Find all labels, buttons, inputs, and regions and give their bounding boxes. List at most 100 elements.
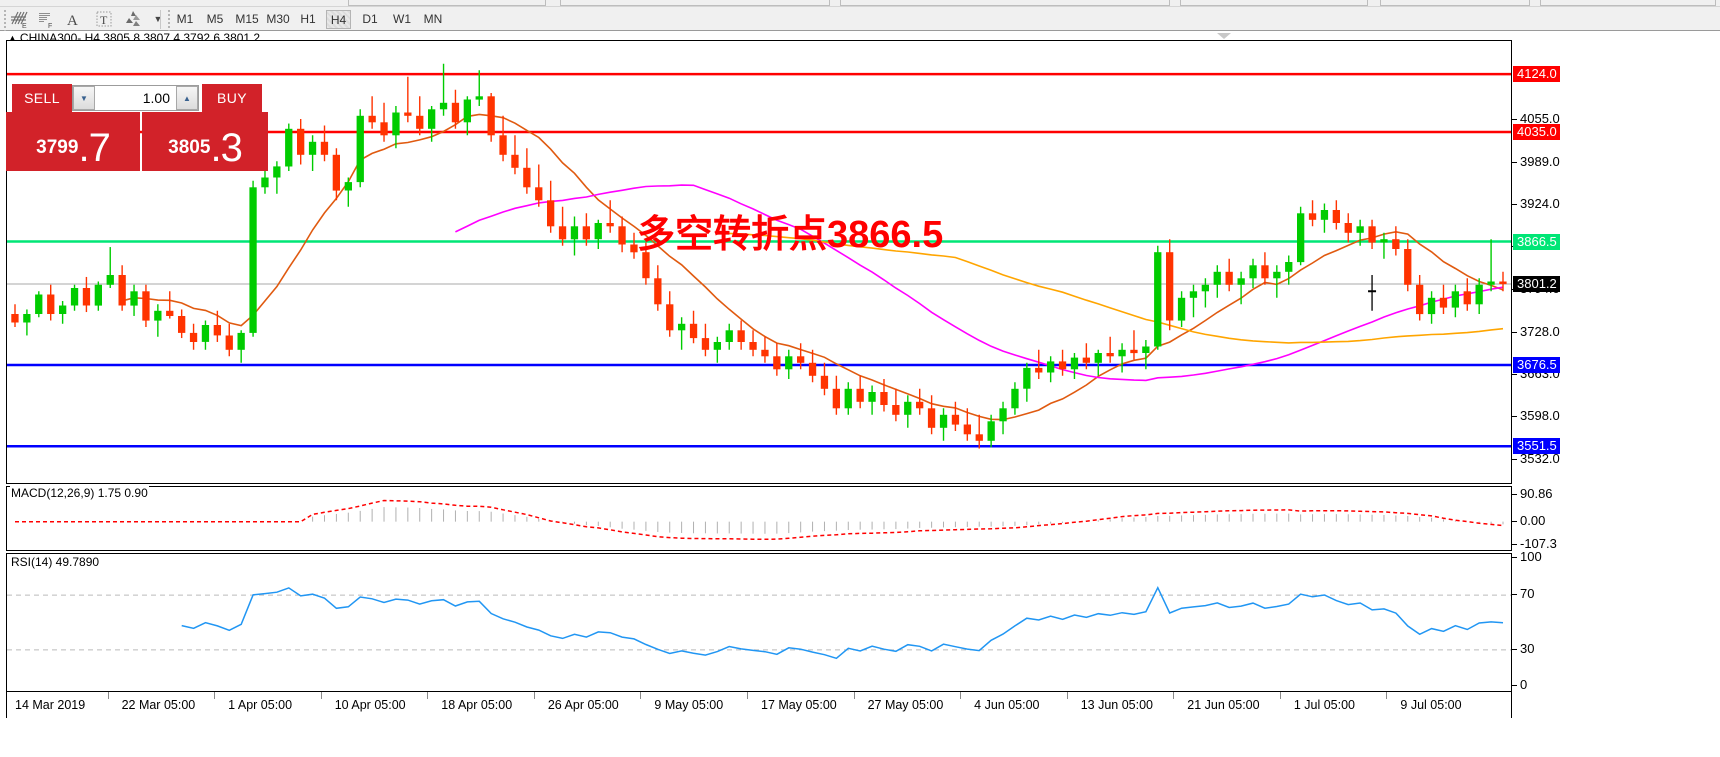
toolbar-dock-seg-4 <box>1180 0 1368 6</box>
time-axis-tick <box>214 692 216 699</box>
collapse-triangle-icon[interactable]: ▲ <box>8 33 17 43</box>
rsi-pane[interactable]: RSI(14) 49.7890 <box>6 553 1512 692</box>
toolbar-separator <box>160 10 161 29</box>
macd-axis-tick <box>1512 520 1517 522</box>
price-axis-tick <box>1512 331 1517 333</box>
timeframe-h4[interactable]: H4 <box>326 10 351 29</box>
time-axis-label: 9 Jul 05:00 <box>1400 698 1462 712</box>
time-axis-label: 17 May 05:00 <box>761 698 837 712</box>
text-label-icon[interactable]: T <box>92 9 116 29</box>
time-axis-tick <box>1386 692 1388 699</box>
price-axis-label: 3728.0 <box>1520 323 1560 339</box>
rsi-axis-tick <box>1512 557 1517 559</box>
price-axis-label: 3532.0 <box>1520 450 1560 466</box>
volume-decrement-button[interactable]: ▼ <box>73 86 95 110</box>
toolbar-dock-seg-6 <box>1540 0 1716 6</box>
time-axis-label: 26 Apr 05:00 <box>547 698 619 712</box>
rsi-chart-svg <box>7 585 1511 660</box>
shapes-icon[interactable] <box>123 9 147 29</box>
rsi-axis-label: 100 <box>1520 549 1542 565</box>
volume-value[interactable]: 1.00 <box>142 90 170 106</box>
toolbar-dock-strip <box>0 0 1720 7</box>
macd-pane[interactable]: MACD(12,26,9) 1.75 0.90 <box>6 486 1512 551</box>
price-level-badge-pivot[interactable]: 3866.5 <box>1513 233 1560 250</box>
price-pane-canvas <box>7 41 1511 483</box>
macd-axis-label: -107.3 <box>1520 535 1557 551</box>
sell-button[interactable]: SELL <box>12 84 72 112</box>
price-axis-tick <box>1512 119 1517 120</box>
toolbar-dock-seg-1 <box>348 0 546 6</box>
time-axis-tick <box>960 692 962 699</box>
buy-price-display[interactable]: 3805.3 <box>142 112 268 171</box>
time-axis-label: 18 Apr 05:00 <box>441 698 513 712</box>
main-toolbar: E F A <box>0 0 1720 36</box>
rsi-axis-label: 30 <box>1520 640 1535 656</box>
price-axis-label: 3989.0 <box>1520 153 1560 169</box>
time-axis-tick <box>747 692 748 699</box>
timeframe-m30[interactable]: M30 <box>266 12 290 26</box>
toolbar-dock-seg-5 <box>1380 0 1530 6</box>
chart-annotation-text[interactable]: 多空转折点3866.5 <box>637 214 944 256</box>
price-level-badge-resistance[interactable]: 4124.0 <box>1513 66 1560 83</box>
price-level-badge-resistance[interactable]: 4035.0 <box>1513 124 1560 140</box>
time-axis-tick <box>107 692 109 699</box>
price-level-badge-support[interactable]: 3676.5 <box>1513 357 1560 374</box>
time-axis-label: 21 Jun 05:00 <box>1187 698 1260 712</box>
svg-text:E: E <box>22 23 27 29</box>
timeframe-w1[interactable]: W1 <box>393 12 411 26</box>
time-axis-tick <box>320 692 322 699</box>
price-axis-tick <box>1512 161 1517 163</box>
macd-axis: 90.86 0.00 -107.3 <box>1512 486 1720 551</box>
volume-increment-button[interactable]: ▲ <box>176 86 198 110</box>
macd-axis-tick <box>1512 493 1517 495</box>
price-level-badge-support[interactable]: 3551.5 <box>1513 438 1560 455</box>
timeframe-m15[interactable]: M15 <box>235 12 259 26</box>
toolbar-grip-timeframes[interactable] <box>166 10 172 36</box>
macd-axis-label: 0.00 <box>1520 512 1546 528</box>
timeframe-d1[interactable]: D1 <box>362 12 378 26</box>
price-axis-tick <box>1512 373 1517 375</box>
price-axis-tick <box>1512 458 1517 460</box>
toolbar-dock-seg-3 <box>840 0 1170 6</box>
one-click-trading-panel[interactable]: SELL ▼ 1.00 ▲ BUY 3799.7 3805.3 <box>6 84 268 171</box>
sell-price-display[interactable]: 3799.7 <box>6 112 140 171</box>
volume-input[interactable]: ▼ 1.00 ▲ <box>72 85 199 111</box>
rsi-axis-tick <box>1512 594 1517 596</box>
rsi-axis-tick <box>1512 648 1517 650</box>
autoscroll-marker-icon[interactable] <box>1217 33 1231 39</box>
time-axis-label: 13 Jun 05:00 <box>1080 698 1153 712</box>
svg-text:A: A <box>67 13 78 29</box>
time-axis-label: 22 Mar 05:00 <box>121 698 196 712</box>
objects-icon[interactable]: F <box>34 9 58 29</box>
timeframe-m5[interactable]: M5 <box>206 12 224 26</box>
price-axis[interactable]: 4055.03989.03924.03859.03794.03728.03663… <box>1512 40 1720 484</box>
chevron-down-icon[interactable]: ▼ <box>153 14 163 24</box>
svg-text:T: T <box>100 13 108 27</box>
timeframe-m1[interactable]: M1 <box>176 12 194 26</box>
price-axis-label: 3924.0 <box>1520 196 1560 212</box>
time-axis-label: 14 Mar 2019 <box>15 698 86 712</box>
time-axis-label: 10 Apr 05:00 <box>334 698 406 712</box>
text-tool-icon[interactable]: A <box>61 9 85 29</box>
rsi-axis-tick <box>1512 685 1517 687</box>
time-axis[interactable]: 14 Mar 2019 22 Mar 05:00 1 Apr 05:00 10 Apr… <box>6 692 1512 718</box>
price-axis-label: 3598.0 <box>1520 408 1560 424</box>
price-chart-svg <box>7 63 1511 449</box>
buy-price-decimal: .3 <box>210 126 242 170</box>
time-axis-tick <box>533 692 535 699</box>
rsi-pane-canvas <box>7 554 1511 691</box>
macd-axis-label: 90.86 <box>1520 485 1553 501</box>
macd-axis-tick <box>1512 543 1517 545</box>
buy-price-integer: 3805 <box>168 137 211 158</box>
timeframe-h1[interactable]: H1 <box>300 12 316 26</box>
toolbar-dock-seg-2 <box>560 0 830 6</box>
time-axis-label: 1 Jul 05:00 <box>1293 698 1356 712</box>
macd-chart-svg <box>15 499 1504 541</box>
price-level-badge-last-price[interactable]: 3801.2 <box>1513 275 1560 292</box>
rsi-axis-label: 70 <box>1520 586 1535 602</box>
buy-button[interactable]: BUY <box>202 84 262 112</box>
rsi-axis-label: 0 <box>1520 677 1528 693</box>
timeframe-mn[interactable]: MN <box>423 12 443 26</box>
indicators-icon[interactable]: E <box>8 9 32 29</box>
